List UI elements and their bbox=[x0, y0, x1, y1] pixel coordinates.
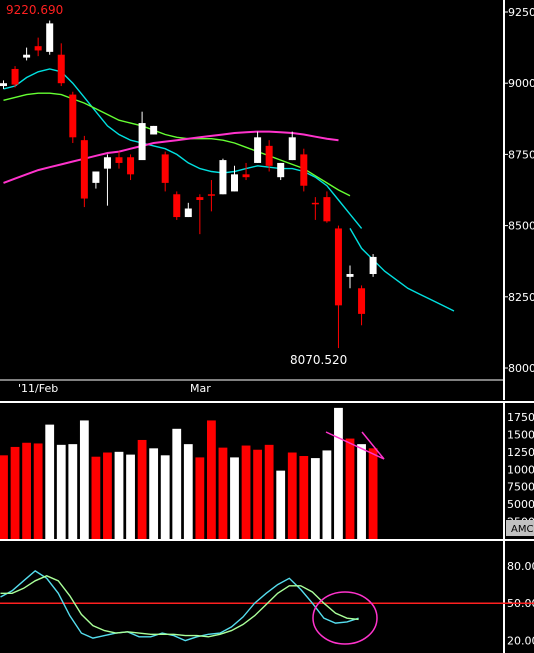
price-tick-label: 9250 bbox=[508, 6, 534, 19]
candle-body bbox=[323, 197, 331, 222]
moving-average-line bbox=[3, 130, 339, 184]
volume-bar bbox=[368, 448, 378, 539]
candle-body bbox=[150, 125, 158, 135]
candle-body bbox=[369, 256, 377, 275]
volume-tick-label: 1500 bbox=[507, 428, 534, 441]
volume-tag-box bbox=[506, 520, 534, 536]
price-tick-label: 8500 bbox=[508, 220, 534, 233]
price-tick-label: 8000 bbox=[508, 362, 534, 375]
price-high-label: 9220.690 bbox=[6, 3, 64, 17]
candle-body bbox=[23, 54, 31, 58]
volume-bar bbox=[160, 455, 170, 539]
volume-bar bbox=[103, 452, 112, 539]
price-panel: 9250 9000 8750 8500 8250 8000 '11/Feb Mar 8070.5… bbox=[0, 0, 534, 400]
price-low-label: 8070.520 bbox=[290, 353, 347, 367]
x-tick-label: '11/Feb bbox=[18, 382, 58, 395]
candle-body bbox=[265, 145, 273, 166]
volume-bar bbox=[276, 470, 286, 539]
candle-body bbox=[57, 54, 65, 84]
volume-bar bbox=[264, 444, 274, 539]
volume-bar bbox=[287, 452, 297, 539]
candle-body bbox=[231, 174, 238, 192]
volume-bar bbox=[299, 456, 309, 539]
candle-body bbox=[69, 94, 77, 138]
candle-body bbox=[46, 23, 54, 52]
candle-body bbox=[277, 162, 285, 178]
volume-tick-label: 1000 bbox=[507, 463, 534, 476]
volume-bar bbox=[334, 407, 343, 539]
candle-body bbox=[34, 46, 42, 51]
volume-bar bbox=[137, 439, 147, 539]
volume-bar bbox=[172, 428, 182, 539]
volume-bar bbox=[56, 444, 66, 539]
candle-body bbox=[311, 202, 319, 205]
price-tick-label: 8750 bbox=[508, 148, 534, 161]
candle-body bbox=[346, 274, 354, 277]
volume-bar bbox=[310, 458, 320, 539]
price-tick-label: 9000 bbox=[508, 77, 534, 90]
candle-body bbox=[115, 157, 123, 163]
volume-tick-label: 1250 bbox=[507, 446, 534, 459]
volume-tick-label: 7500 bbox=[507, 481, 534, 494]
candle-body bbox=[184, 208, 192, 218]
moving-average-line bbox=[349, 228, 455, 312]
volume-tick-label: 1750 bbox=[507, 411, 534, 424]
candle-body bbox=[219, 160, 227, 195]
volume-bar bbox=[253, 449, 262, 539]
candle-body bbox=[138, 123, 146, 161]
stochastic-line bbox=[0, 575, 359, 638]
candle-body bbox=[161, 154, 169, 183]
volume-bar bbox=[357, 444, 366, 539]
candle-body bbox=[288, 137, 296, 161]
volume-bar bbox=[230, 457, 239, 539]
moving-average-line bbox=[3, 92, 351, 197]
volume-bar bbox=[183, 444, 193, 539]
candle-body bbox=[334, 228, 342, 306]
volume-bar bbox=[0, 455, 8, 539]
candle-body bbox=[358, 288, 366, 314]
volume-tick-label: 5000 bbox=[507, 498, 534, 511]
candle-body bbox=[254, 137, 262, 163]
volume-panel: 1750150012501000750050002500AMC bbox=[0, 401, 534, 539]
trend-annotation bbox=[325, 431, 385, 460]
volume-bar bbox=[149, 448, 159, 539]
volume-bar bbox=[126, 454, 135, 539]
volume-bar bbox=[114, 451, 124, 539]
volume-bar bbox=[79, 420, 89, 539]
volume-bar bbox=[10, 446, 20, 539]
volume-bar bbox=[22, 442, 31, 539]
candle-body bbox=[196, 197, 204, 200]
stochastic-line bbox=[0, 570, 359, 642]
stochastic-tick-label: 20.00 bbox=[507, 635, 534, 648]
volume-bar bbox=[207, 420, 216, 539]
candle-body bbox=[92, 171, 100, 183]
candle-body bbox=[127, 157, 135, 175]
volume-bar bbox=[241, 445, 251, 539]
candle-body bbox=[103, 157, 111, 169]
volume-bar bbox=[91, 456, 101, 539]
volume-bar bbox=[45, 424, 55, 539]
candle-body bbox=[11, 68, 19, 85]
volume-bar bbox=[33, 443, 43, 539]
circle-annotation bbox=[312, 591, 378, 645]
candle-body bbox=[173, 194, 181, 218]
candle-body bbox=[242, 174, 250, 178]
volume-bar bbox=[322, 450, 332, 539]
volume-tag-label: AMC bbox=[511, 524, 533, 535]
x-tick-label: Mar bbox=[190, 382, 211, 395]
candle-body bbox=[207, 194, 215, 196]
stochastic-tick-label: 80.00 bbox=[507, 560, 534, 573]
price-tick-label: 8250 bbox=[508, 291, 534, 304]
volume-bar bbox=[68, 444, 78, 539]
volume-bar bbox=[218, 447, 228, 539]
candle-body bbox=[300, 154, 308, 186]
candle-body bbox=[0, 83, 7, 87]
volume-bar bbox=[345, 438, 355, 539]
volume-bar bbox=[195, 457, 205, 539]
candle-body bbox=[80, 140, 88, 199]
